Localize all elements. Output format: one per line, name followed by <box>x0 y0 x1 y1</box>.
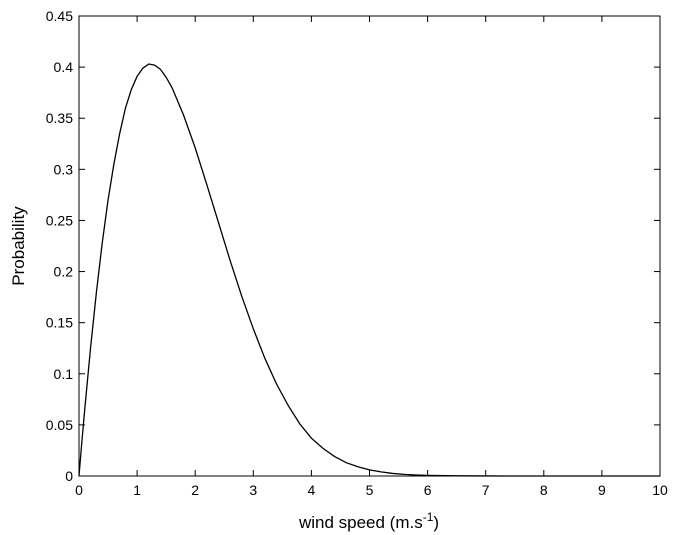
y-tick-label-7: 0.35 <box>46 110 73 126</box>
y-tick-label-9: 0.45 <box>46 8 73 24</box>
x-axis-label: wind speed (m.s-1) <box>298 510 439 532</box>
x-tick-label-7: 7 <box>482 482 490 498</box>
x-axis-ticks: 0 1 2 3 4 5 6 7 8 9 10 <box>75 16 668 498</box>
y-tick-label-6: 0.3 <box>54 161 74 177</box>
y-tick-label-3: 0.15 <box>46 315 73 331</box>
x-tick-label-0: 0 <box>75 482 83 498</box>
x-tick-label-5: 5 <box>366 482 374 498</box>
probability-curve <box>78 63 660 477</box>
x-tick-label-3: 3 <box>249 482 257 498</box>
y-tick-label-8: 0.4 <box>54 59 74 75</box>
y-tick-label-4: 0.2 <box>54 264 74 280</box>
y-axis-ticks: 0 0.05 0.1 0.15 0.2 0.25 0.3 0.35 0.4 0.45 <box>46 8 660 484</box>
x-tick-label-2: 2 <box>191 482 199 498</box>
plot-frame <box>78 15 661 477</box>
x-axis-label-suffix: ) <box>433 513 439 532</box>
y-tick-label-5: 0.25 <box>46 212 73 228</box>
x-axis-label-superscript: -1 <box>423 510 434 524</box>
x-tick-label-8: 8 <box>540 482 548 498</box>
y-axis-label: Probability <box>9 206 28 286</box>
x-tick-label-10: 10 <box>652 482 668 498</box>
x-tick-label-1: 1 <box>133 482 141 498</box>
x-tick-label-9: 9 <box>598 482 606 498</box>
y-tick-label-0: 0 <box>65 468 73 484</box>
y-tick-label-1: 0.05 <box>46 417 73 433</box>
x-tick-label-6: 6 <box>424 482 432 498</box>
x-tick-label-4: 4 <box>308 482 316 498</box>
y-tick-label-2: 0.1 <box>54 366 74 382</box>
